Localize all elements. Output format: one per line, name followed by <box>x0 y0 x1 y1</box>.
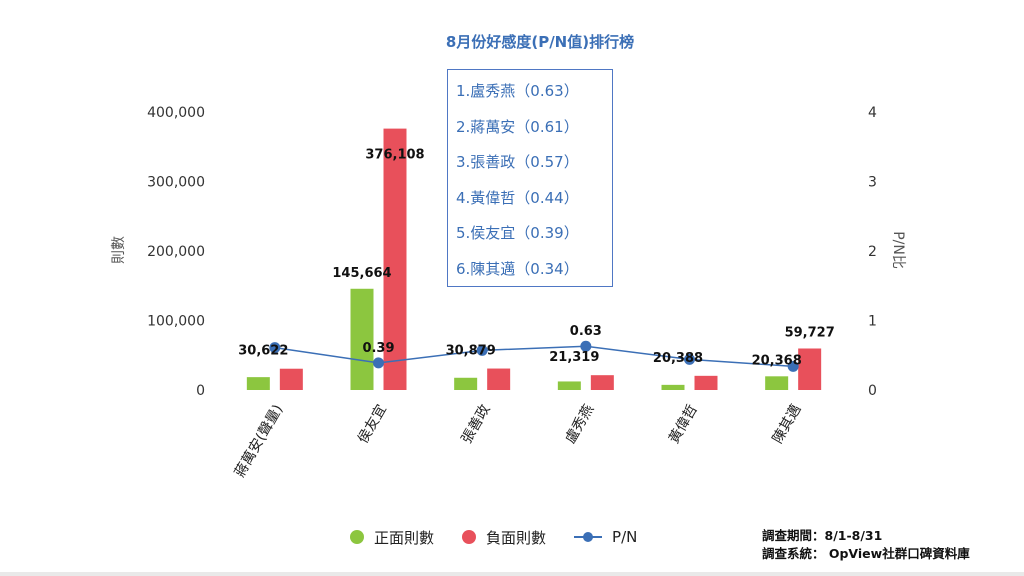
bar-positive <box>246 377 270 390</box>
legend-label: 正面則數 <box>374 528 435 547</box>
data-label: 20,368 <box>752 353 802 368</box>
bar-positive <box>661 384 685 390</box>
category-label: 侯友宜 <box>355 402 390 446</box>
ranking-item: 6.陳其邁（0.34） <box>456 259 579 278</box>
bottom-divider <box>0 572 1024 576</box>
pn-line-path <box>274 345 794 368</box>
ranking-box: 1.盧秀燕（0.63） 2.蔣萬安（0.61） 3.張善政（0.57） 4.黃偉… <box>447 69 613 287</box>
bars <box>246 128 822 391</box>
bar-positive <box>765 376 789 390</box>
pn-line <box>269 340 799 372</box>
y2-tick-label: 2 <box>868 244 877 260</box>
bar-positive <box>557 381 581 390</box>
ranking-item: 3.張善政（0.57） <box>456 153 579 171</box>
data-label: 30,879 <box>446 344 496 359</box>
y-tick-label: 200,000 <box>147 244 205 260</box>
data-label: 59,727 <box>785 325 835 340</box>
survey-period: 調查期間：8/1-8/31 <box>762 528 883 543</box>
legend-label: P/N <box>612 528 638 546</box>
y-axis-left: 0 100,000 200,000 300,000 400,000 <box>147 105 205 399</box>
data-label: 0.39 <box>362 341 394 356</box>
data-label: 30,622 <box>238 344 288 359</box>
legend: 正面則數 負面則數 P/N <box>350 526 665 548</box>
legend-item-negative: 負面則數 <box>462 527 546 548</box>
y-tick-label: 300,000 <box>147 175 205 191</box>
pn-point <box>684 353 695 365</box>
legend-item-pn: P/N <box>574 528 637 546</box>
category-label: 黃偉哲 <box>666 402 701 446</box>
bar-negative <box>279 368 303 390</box>
y-tick-label: 100,000 <box>147 314 205 330</box>
survey-system: 調查系統： OpView社群口碑資料庫 <box>762 546 970 561</box>
category-label: 蔣萬安(聲量) <box>231 402 286 481</box>
legend-label: 負面則數 <box>486 528 547 547</box>
y2-tick-label: 1 <box>868 314 877 330</box>
data-label: 21,319 <box>549 350 599 365</box>
bar-negative <box>694 375 718 390</box>
data-labels: 30,622 145,664 376,108 0.39 30,879 0.63 21,319… <box>238 148 835 369</box>
legend-swatch-red <box>462 530 477 544</box>
category-labels: 蔣萬安(聲量) 侯友宜 張善政 盧秀燕 黃偉哲 陳其邁 <box>231 402 805 481</box>
bar-negative <box>487 368 511 390</box>
y-tick-label: 400,000 <box>147 105 205 121</box>
category-label: 盧秀燕 <box>562 402 597 446</box>
legend-swatch-line <box>574 530 603 544</box>
y-tick-label: 0 <box>196 383 205 399</box>
y-axis-right: 0 1 2 3 4 <box>868 105 877 399</box>
y2-tick-label: 4 <box>868 105 877 121</box>
pn-point <box>580 340 592 352</box>
pn-point <box>476 344 488 356</box>
pn-point <box>373 357 384 369</box>
pn-point <box>269 342 281 354</box>
data-label: 376,108 <box>365 148 424 163</box>
y2-tick-label: 0 <box>868 383 877 399</box>
bar-negative <box>383 128 407 391</box>
ranking-item: 5.侯友宜（0.39） <box>456 224 579 242</box>
ranking-item: 4.黃偉哲（0.44） <box>456 188 579 207</box>
y2-tick-label: 3 <box>868 175 877 191</box>
ranking-item: 2.蔣萬安（0.61） <box>456 117 579 136</box>
data-label: 0.63 <box>570 324 602 339</box>
y2-axis-title: P/N比 <box>890 231 906 269</box>
data-label: 145,664 <box>332 266 391 281</box>
y-axis-title: 則數 <box>111 236 127 264</box>
category-label: 陳其邁 <box>770 402 805 446</box>
pn-point <box>787 360 799 372</box>
legend-swatch-green <box>350 530 364 544</box>
legend-item-positive: 正面則數 <box>350 527 434 548</box>
footnote: 調查期間：8/1-8/31 調查系統： OpView社群口碑資料庫 <box>762 527 970 563</box>
bar-positive <box>350 288 374 390</box>
chart-title: 8月份好感度(P/N值)排行榜 <box>446 33 634 51</box>
bar-negative <box>798 348 822 390</box>
data-label: 20,388 <box>653 351 703 366</box>
bar-positive <box>454 377 478 390</box>
category-label: 張善政 <box>459 402 494 446</box>
bar-negative <box>590 375 614 390</box>
ranking-item: 1.盧秀燕（0.63） <box>456 82 579 100</box>
